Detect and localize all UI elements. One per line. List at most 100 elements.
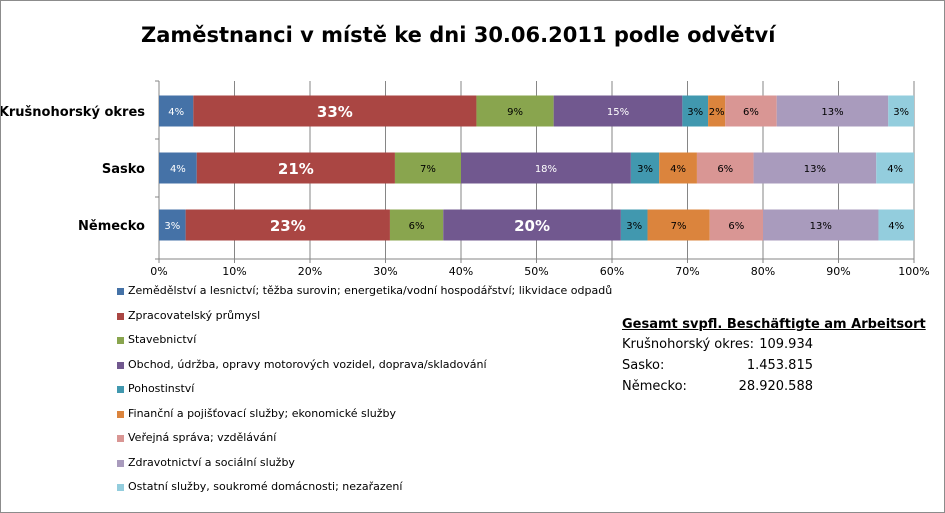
bar-segment xyxy=(630,152,660,184)
data-label: 13% xyxy=(804,164,826,175)
legend-swatch xyxy=(117,410,124,418)
data-label: 6% xyxy=(717,164,733,175)
bar-segment xyxy=(394,152,461,184)
legend-swatch xyxy=(117,288,124,295)
bar-segment xyxy=(553,95,683,127)
bar-segment xyxy=(159,95,194,127)
legend-swatch xyxy=(117,484,124,491)
bar-segment xyxy=(876,152,914,184)
data-label: 13% xyxy=(821,107,843,118)
data-label: 2% xyxy=(709,107,725,118)
legend-label: Ostatní služby, soukromé domácnosti; nez… xyxy=(128,480,403,493)
x-tick-label: 90% xyxy=(826,265,850,278)
data-label: 6% xyxy=(409,221,425,232)
stacked-bar-plot: 0% 10% 20% 30% 40% 50% 60% 70% 80% 90% 100% Krušnoh… xyxy=(1,80,930,278)
bar-segment xyxy=(647,209,710,241)
bar-segment xyxy=(159,209,186,241)
x-tick-label: 80% xyxy=(751,265,775,278)
legend-label: Zdravotnictví a sociální služby xyxy=(128,455,295,469)
totals-row-krusnohorsky: Krušnohorský okres: 109.934 xyxy=(622,337,822,358)
legend-swatch xyxy=(117,459,124,467)
data-label: 21% xyxy=(278,160,314,178)
data-label: 4% xyxy=(670,164,686,175)
bar-segment xyxy=(878,209,914,241)
bar-segment xyxy=(476,95,554,127)
bar-segment xyxy=(389,209,444,241)
data-label: 7% xyxy=(420,164,436,175)
data-label: 20% xyxy=(514,217,550,235)
totals-value: 109.934 xyxy=(759,337,813,352)
data-label: 4% xyxy=(888,221,904,232)
data-label: 13% xyxy=(810,221,832,232)
bar-segment xyxy=(725,95,777,127)
category-label: Sasko xyxy=(102,162,145,177)
legend-swatch xyxy=(117,361,124,369)
totals-row-nemecko: Německo: 28.920.588 xyxy=(622,379,822,400)
bar-segment xyxy=(193,95,477,127)
bar-segment xyxy=(196,152,395,184)
legend-label: Stavebnictví xyxy=(128,333,197,346)
bar-segment xyxy=(159,152,197,184)
legend-swatch xyxy=(117,386,124,393)
legend-label: Zpracovatelský průmysl xyxy=(128,308,261,322)
totals-value: 1.453.815 xyxy=(746,358,813,373)
data-label: 3% xyxy=(164,221,180,232)
data-label: 3% xyxy=(893,107,909,118)
x-tick-label: 50% xyxy=(524,265,548,278)
legend-label: Pohostinství xyxy=(128,382,195,395)
bar-segment xyxy=(682,95,709,127)
category-label: Německo xyxy=(78,219,145,234)
legend-swatch xyxy=(117,312,124,320)
legend-label: Obchod, údržba, opravy motorových vozide… xyxy=(128,357,487,371)
totals-name: Sasko: xyxy=(622,358,665,373)
legend-label: Finanční a pojišťovací služby; ekonomick… xyxy=(128,406,397,420)
bar-segment xyxy=(888,95,914,127)
totals-value: 28.920.588 xyxy=(738,379,813,394)
totals-name: Krušnohorský okres: xyxy=(622,337,754,352)
data-label: 23% xyxy=(270,217,306,235)
bar-segment xyxy=(443,209,621,241)
x-tick-label: 60% xyxy=(600,265,624,278)
totals-name: Německo: xyxy=(622,379,687,394)
bar-segment xyxy=(659,152,697,184)
x-tick-label: 30% xyxy=(373,265,397,278)
category-label: Krušnohorský okres xyxy=(1,105,145,120)
legend-swatch xyxy=(117,337,124,344)
data-label: 9% xyxy=(507,107,523,118)
legend-label: Veřejná správa; vzdělávání xyxy=(128,431,277,444)
totals-row-sasko: Sasko: 1.453.815 xyxy=(622,358,822,379)
x-tick-label: 70% xyxy=(675,265,699,278)
data-label: 6% xyxy=(743,107,759,118)
x-tick-label: 100% xyxy=(898,265,929,278)
chart-title: Zaměstnanci v místě ke dni 30.06.2011 po… xyxy=(141,23,776,47)
data-label: 3% xyxy=(687,107,703,118)
x-tick-label: 20% xyxy=(298,265,322,278)
x-tick-label: 0% xyxy=(150,265,167,278)
bar-segment xyxy=(620,209,648,241)
x-tick-label: 10% xyxy=(222,265,246,278)
data-label: 33% xyxy=(317,103,353,121)
bar-segment xyxy=(763,209,879,241)
bar-segment xyxy=(696,152,754,184)
totals-title: Gesamt svpfl. Beschäftigte am Arbeitsort xyxy=(622,317,926,332)
legend-swatch xyxy=(117,435,124,442)
data-label: 4% xyxy=(168,107,184,118)
data-label: 3% xyxy=(626,221,642,232)
data-label: 6% xyxy=(728,221,744,232)
data-label: 18% xyxy=(535,164,557,175)
bar-segment xyxy=(461,152,631,184)
data-label: 15% xyxy=(607,107,629,118)
bar-segment xyxy=(709,209,763,241)
totals-box: Gesamt svpfl. Beschäftigte am Arbeitsort… xyxy=(622,317,926,400)
data-label: 3% xyxy=(637,164,653,175)
bar-segment xyxy=(753,152,877,184)
bar-segment xyxy=(185,209,390,241)
bar-segment xyxy=(776,95,889,127)
data-label: 7% xyxy=(671,221,687,232)
x-tick-label: 40% xyxy=(449,265,473,278)
legend-label: Zemědělství a lesnictví; těžba surovin; … xyxy=(128,284,613,297)
bar-segment xyxy=(708,95,726,127)
data-label: 4% xyxy=(170,164,186,175)
data-label: 4% xyxy=(887,164,903,175)
